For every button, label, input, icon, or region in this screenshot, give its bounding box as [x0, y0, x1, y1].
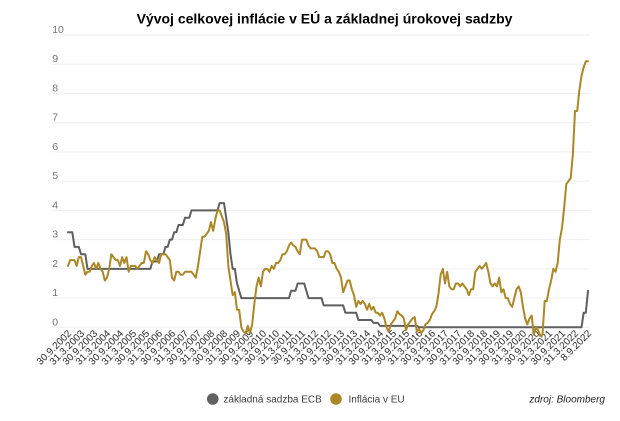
svg-text:8: 8 — [52, 82, 58, 94]
svg-text:Inflácia v EU: Inflácia v EU — [349, 395, 405, 406]
svg-text:4: 4 — [52, 199, 58, 211]
svg-text:9: 9 — [52, 53, 58, 65]
svg-text:3: 3 — [52, 229, 58, 241]
svg-text:zdroj: Bloomberg: zdroj: Bloomberg — [528, 395, 605, 406]
svg-text:Vývoj celkovej inflácie v EÚ a: Vývoj celkovej inflácie v EÚ a základnej… — [137, 10, 513, 27]
svg-text:2: 2 — [52, 258, 58, 270]
svg-text:6: 6 — [52, 141, 58, 153]
svg-text:0: 0 — [52, 316, 58, 328]
svg-text:10: 10 — [52, 24, 64, 36]
svg-text:1: 1 — [52, 287, 58, 299]
svg-text:5: 5 — [52, 170, 58, 182]
svg-text:základná sadzba ECB: základná sadzba ECB — [223, 395, 322, 406]
svg-text:7: 7 — [52, 112, 58, 124]
